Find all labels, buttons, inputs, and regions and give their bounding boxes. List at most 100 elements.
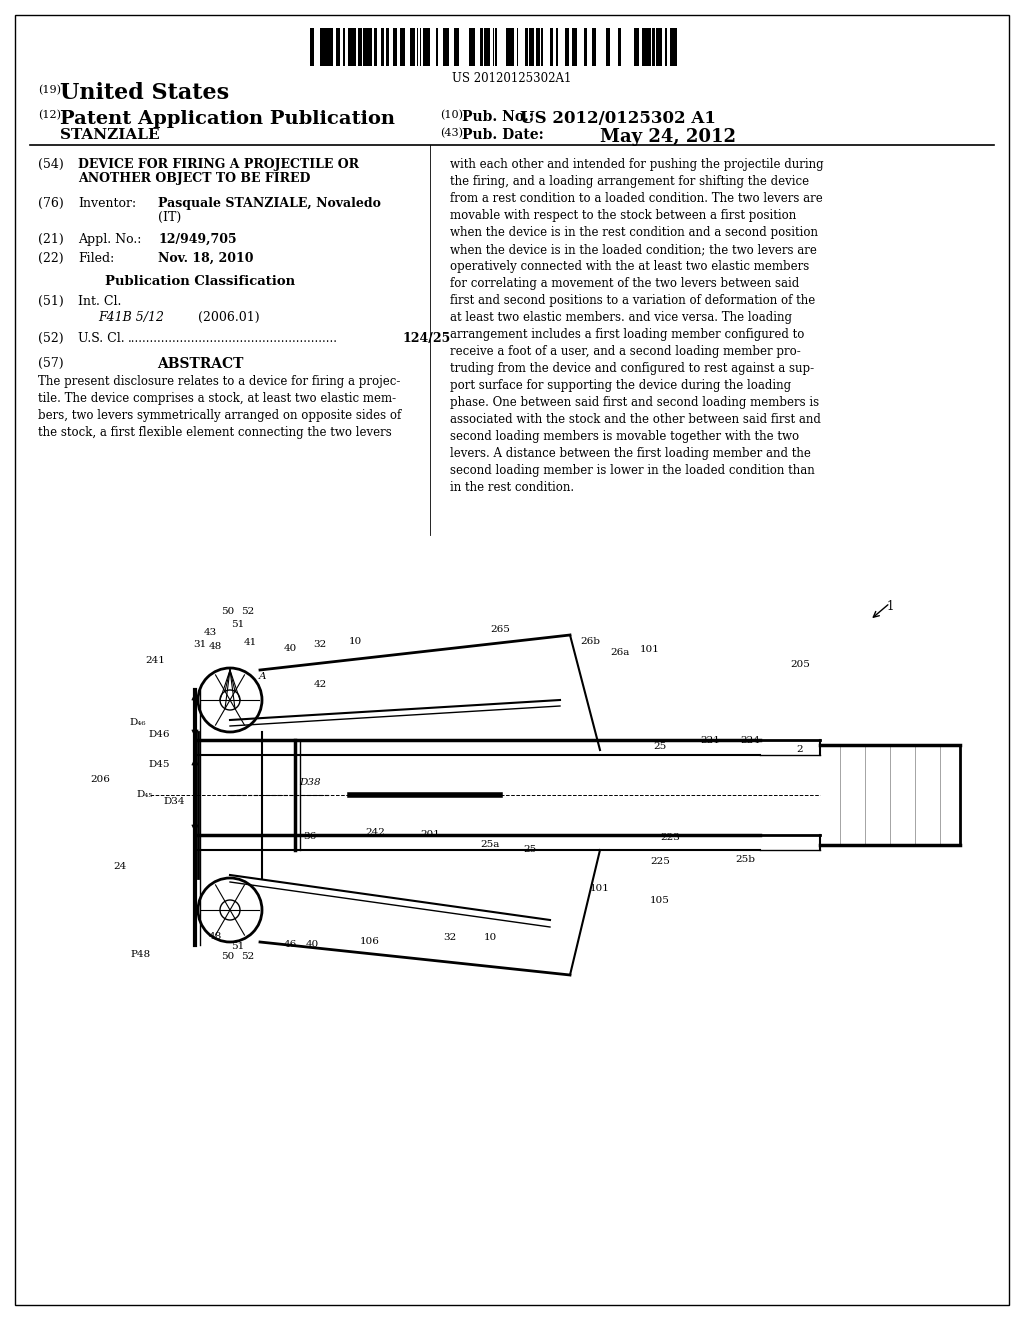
Text: (52): (52) — [38, 333, 63, 345]
Text: 50: 50 — [221, 607, 234, 616]
Text: United States: United States — [60, 82, 229, 104]
Bar — [472, 28, 475, 66]
Text: 46: 46 — [284, 940, 297, 949]
Text: 51: 51 — [231, 620, 245, 630]
Bar — [447, 28, 449, 66]
Bar — [327, 28, 330, 66]
Text: 205: 205 — [791, 660, 810, 669]
Text: 10: 10 — [348, 638, 361, 645]
Bar — [565, 28, 568, 66]
Text: D₄₆: D₄₆ — [130, 718, 146, 727]
Bar — [607, 28, 610, 66]
Text: 12/949,705: 12/949,705 — [158, 234, 237, 246]
Bar — [674, 28, 676, 66]
Text: (2006.01): (2006.01) — [198, 312, 260, 323]
Text: Filed:: Filed: — [78, 252, 115, 265]
Text: 24: 24 — [114, 862, 127, 871]
Text: D45: D45 — [148, 760, 170, 770]
Bar — [652, 28, 654, 66]
Text: 101: 101 — [640, 645, 659, 653]
Bar — [531, 28, 534, 66]
Bar — [656, 28, 658, 66]
Bar — [443, 28, 445, 66]
Text: 48: 48 — [208, 932, 221, 941]
Bar — [529, 28, 531, 66]
Text: ........................................................: ........................................… — [128, 333, 338, 345]
Bar — [362, 28, 366, 66]
Text: 1: 1 — [887, 601, 894, 612]
Bar — [481, 28, 483, 66]
Text: D34: D34 — [163, 797, 184, 807]
Bar — [572, 28, 574, 66]
Bar — [574, 28, 577, 66]
Text: Patent Application Publication: Patent Application Publication — [60, 110, 395, 128]
Text: Inventor:: Inventor: — [78, 197, 136, 210]
Bar — [469, 28, 472, 66]
Text: (54): (54) — [38, 158, 63, 172]
Text: ABSTRACT: ABSTRACT — [157, 356, 243, 371]
Bar — [645, 28, 647, 66]
Bar — [423, 28, 426, 66]
Bar — [426, 28, 429, 66]
Bar — [660, 28, 662, 66]
Text: 25: 25 — [523, 845, 537, 854]
Bar — [642, 28, 645, 66]
Text: 52: 52 — [242, 607, 255, 616]
Text: US 20120125302A1: US 20120125302A1 — [453, 73, 571, 84]
Text: 43: 43 — [204, 628, 217, 638]
Text: 31: 31 — [194, 640, 207, 649]
Text: 26a: 26a — [610, 648, 630, 657]
Text: 225: 225 — [650, 857, 670, 866]
Bar — [336, 28, 339, 66]
Bar — [584, 28, 587, 66]
Text: (12): (12) — [38, 110, 61, 120]
Text: (22): (22) — [38, 252, 63, 265]
Text: US 2012/0125302 A1: US 2012/0125302 A1 — [520, 110, 716, 127]
Bar — [325, 28, 327, 66]
Bar — [487, 28, 490, 66]
Text: Pub. Date:: Pub. Date: — [462, 128, 544, 143]
Text: 105: 105 — [650, 896, 670, 906]
Text: ANOTHER OBJECT TO BE FIRED: ANOTHER OBJECT TO BE FIRED — [78, 172, 310, 185]
Text: 50: 50 — [221, 952, 234, 961]
Text: 26b: 26b — [580, 638, 600, 645]
Text: 221: 221 — [700, 737, 720, 744]
Text: 32: 32 — [443, 933, 457, 942]
Text: 41: 41 — [244, 638, 257, 647]
Text: 124/25: 124/25 — [403, 333, 452, 345]
Bar — [649, 28, 651, 66]
Bar — [556, 28, 558, 66]
Text: (51): (51) — [38, 294, 63, 308]
Bar — [454, 28, 457, 66]
Text: P48: P48 — [130, 950, 151, 960]
Text: 2: 2 — [797, 744, 803, 754]
Text: 32: 32 — [313, 640, 327, 649]
Bar — [352, 28, 354, 66]
Bar — [445, 28, 447, 66]
Text: 25b: 25b — [735, 855, 755, 865]
Text: 201: 201 — [420, 830, 440, 840]
Text: Int. Cl.: Int. Cl. — [78, 294, 122, 308]
Text: (43): (43) — [440, 128, 463, 139]
Bar — [348, 28, 350, 66]
Text: Pub. No.:: Pub. No.: — [462, 110, 534, 124]
Bar — [537, 28, 540, 66]
Bar — [541, 28, 543, 66]
Text: 101: 101 — [590, 884, 610, 894]
Text: 106: 106 — [360, 937, 380, 946]
Text: 42: 42 — [313, 680, 327, 689]
Text: 40: 40 — [305, 940, 318, 949]
Text: 25a: 25a — [480, 840, 500, 849]
Text: 25: 25 — [653, 742, 667, 751]
Bar — [330, 28, 333, 66]
Text: 223: 223 — [660, 833, 680, 842]
Bar — [413, 28, 415, 66]
Text: D38: D38 — [299, 777, 321, 787]
Text: D₄₅: D₄₅ — [137, 789, 154, 799]
Bar — [457, 28, 459, 66]
Bar — [310, 28, 313, 66]
Text: 36: 36 — [303, 832, 316, 841]
Text: STANZIALE: STANZIALE — [60, 128, 160, 143]
Bar — [525, 28, 528, 66]
Text: with each other and intended for pushing the projectile during
the firing, and a: with each other and intended for pushing… — [450, 158, 823, 494]
